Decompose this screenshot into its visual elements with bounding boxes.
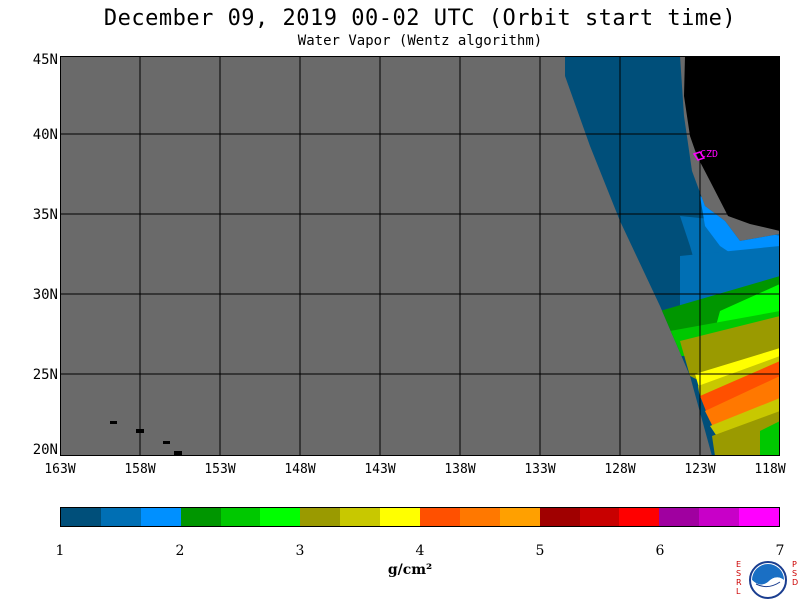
lat-label-35n: 35N bbox=[32, 207, 58, 223]
colorbar-segment-13 bbox=[539, 508, 580, 526]
lon-label-153w: 153W bbox=[204, 462, 236, 477]
colorbar-segment-3 bbox=[140, 508, 181, 526]
lat-label-30n: 30N bbox=[32, 287, 58, 303]
colorbar-segment-10 bbox=[420, 508, 460, 526]
band-dark-yellow-2 bbox=[710, 398, 780, 441]
colorbar-segment-12 bbox=[499, 508, 540, 526]
colorbar-tick-6: 6 bbox=[655, 543, 665, 559]
water-vapor-map: CZD bbox=[60, 56, 780, 456]
lon-label-163w: 163W bbox=[44, 462, 76, 477]
colorbar-segment-14 bbox=[579, 508, 620, 526]
colorbar-segment-2 bbox=[100, 508, 141, 526]
colorbar-segment-6 bbox=[260, 508, 301, 526]
lon-label-118w: 118W bbox=[754, 462, 786, 477]
station-label: CZD bbox=[700, 149, 718, 160]
band-green-2 bbox=[760, 421, 780, 456]
colorbar-segment-1 bbox=[61, 508, 101, 526]
colorbar-segment-11 bbox=[459, 508, 500, 526]
colorbar-tick-2: 2 bbox=[175, 543, 185, 559]
lat-label-25n: 25N bbox=[32, 367, 58, 383]
land-mass bbox=[684, 56, 780, 231]
colorbar-segment-17 bbox=[699, 508, 740, 526]
colorbar-segment-9 bbox=[380, 508, 421, 526]
colorbar-tick-1: 1 bbox=[55, 543, 65, 559]
colorbar bbox=[60, 507, 780, 527]
lon-label-148w: 148W bbox=[284, 462, 316, 477]
lon-label-158w: 158W bbox=[124, 462, 156, 477]
station-marker bbox=[692, 151, 706, 161]
lon-label-123w: 123W bbox=[684, 462, 716, 477]
graticule bbox=[60, 56, 780, 456]
colorbar-segment-4 bbox=[180, 508, 221, 526]
lat-label-45n: 45N bbox=[32, 52, 58, 68]
lat-label-40n: 40N bbox=[32, 127, 58, 143]
colorbar-tick-5: 5 bbox=[535, 543, 545, 559]
noaa-seal-icon bbox=[749, 561, 787, 599]
colorbar-tick-3: 3 bbox=[295, 543, 305, 559]
colorbar-tick-4: 4 bbox=[415, 543, 425, 559]
lon-label-128w: 128W bbox=[604, 462, 636, 477]
lon-label-138w: 138W bbox=[444, 462, 476, 477]
lon-label-143w: 143W bbox=[364, 462, 396, 477]
colorbar-unit-label: g/cm² bbox=[387, 562, 433, 578]
colorbar-segment-15 bbox=[619, 508, 660, 526]
lon-label-133w: 133W bbox=[524, 462, 556, 477]
map-title: December 09, 2019 00-02 UTC (Orbit start… bbox=[103, 6, 737, 31]
band-orange bbox=[705, 376, 780, 431]
colorbar-tick-7: 7 bbox=[775, 543, 785, 559]
colorbar-segment-7 bbox=[300, 508, 341, 526]
lat-label-20n: 20N bbox=[32, 442, 58, 458]
colorbar-segment-16 bbox=[659, 508, 700, 526]
colorbar-segment-5 bbox=[220, 508, 261, 526]
band-green-dark bbox=[660, 276, 780, 338]
map-subtitle: Water Vapor (Wentz algorithm) bbox=[297, 33, 543, 49]
colorbar-segment-18 bbox=[739, 508, 780, 526]
band-dark-yellow bbox=[698, 356, 780, 398]
colorbar-segment-8 bbox=[340, 508, 381, 526]
